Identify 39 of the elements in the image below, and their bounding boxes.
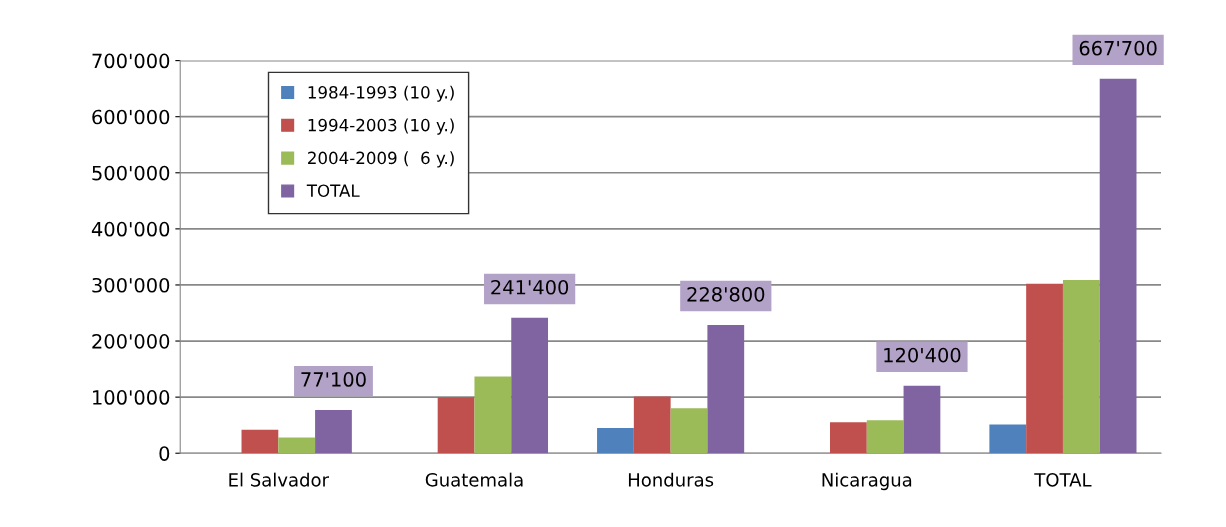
y-tick-label: 500'000 [92, 165, 170, 181]
x-tick-label: Guatemala [425, 472, 523, 487]
legend-label: 2004-2009 ( 6 y.) [308, 151, 454, 168]
bar [1026, 283, 1063, 454]
bar [670, 408, 708, 454]
legend-label: TOTAL [306, 184, 360, 198]
bar [989, 424, 1027, 454]
y-tick-label: 200'000 [92, 334, 170, 349]
y-tick-label: 600'000 [92, 109, 170, 125]
legend-label: 1994-2003 (10 y.) [308, 118, 454, 135]
bar [707, 324, 745, 454]
bar [1099, 78, 1137, 454]
bar [903, 385, 941, 454]
bar [241, 429, 279, 454]
x-tick-label: El Salvador [229, 472, 329, 487]
y-tick-label: 100'000 [93, 390, 170, 405]
data-label: 228'800 [687, 286, 765, 302]
bar [278, 437, 316, 454]
data-label: 667'700 [1079, 40, 1157, 56]
y-tick-label: 700'000 [92, 53, 170, 69]
y-tick-label: 300'000 [92, 277, 170, 293]
legend-label: 1984-1993 (10 y.) [308, 85, 454, 102]
data-label: 241'400 [491, 279, 569, 295]
y-tick-label: 0 [159, 446, 170, 461]
bar [597, 427, 634, 454]
bar [511, 317, 549, 454]
bar [474, 376, 512, 454]
x-tick-label: TOTAL [1034, 472, 1092, 487]
data-label: 120'400 [884, 347, 961, 363]
bar [1062, 279, 1100, 454]
bar [437, 397, 475, 454]
bar [866, 420, 904, 454]
bar [633, 396, 671, 454]
x-tick-label: Honduras [628, 472, 714, 487]
bar [315, 409, 352, 454]
data-label: 77'100 [301, 372, 366, 387]
bar [830, 422, 867, 454]
x-tick-label: Nicaragua [822, 472, 912, 491]
y-tick-label: 400'000 [91, 221, 170, 237]
